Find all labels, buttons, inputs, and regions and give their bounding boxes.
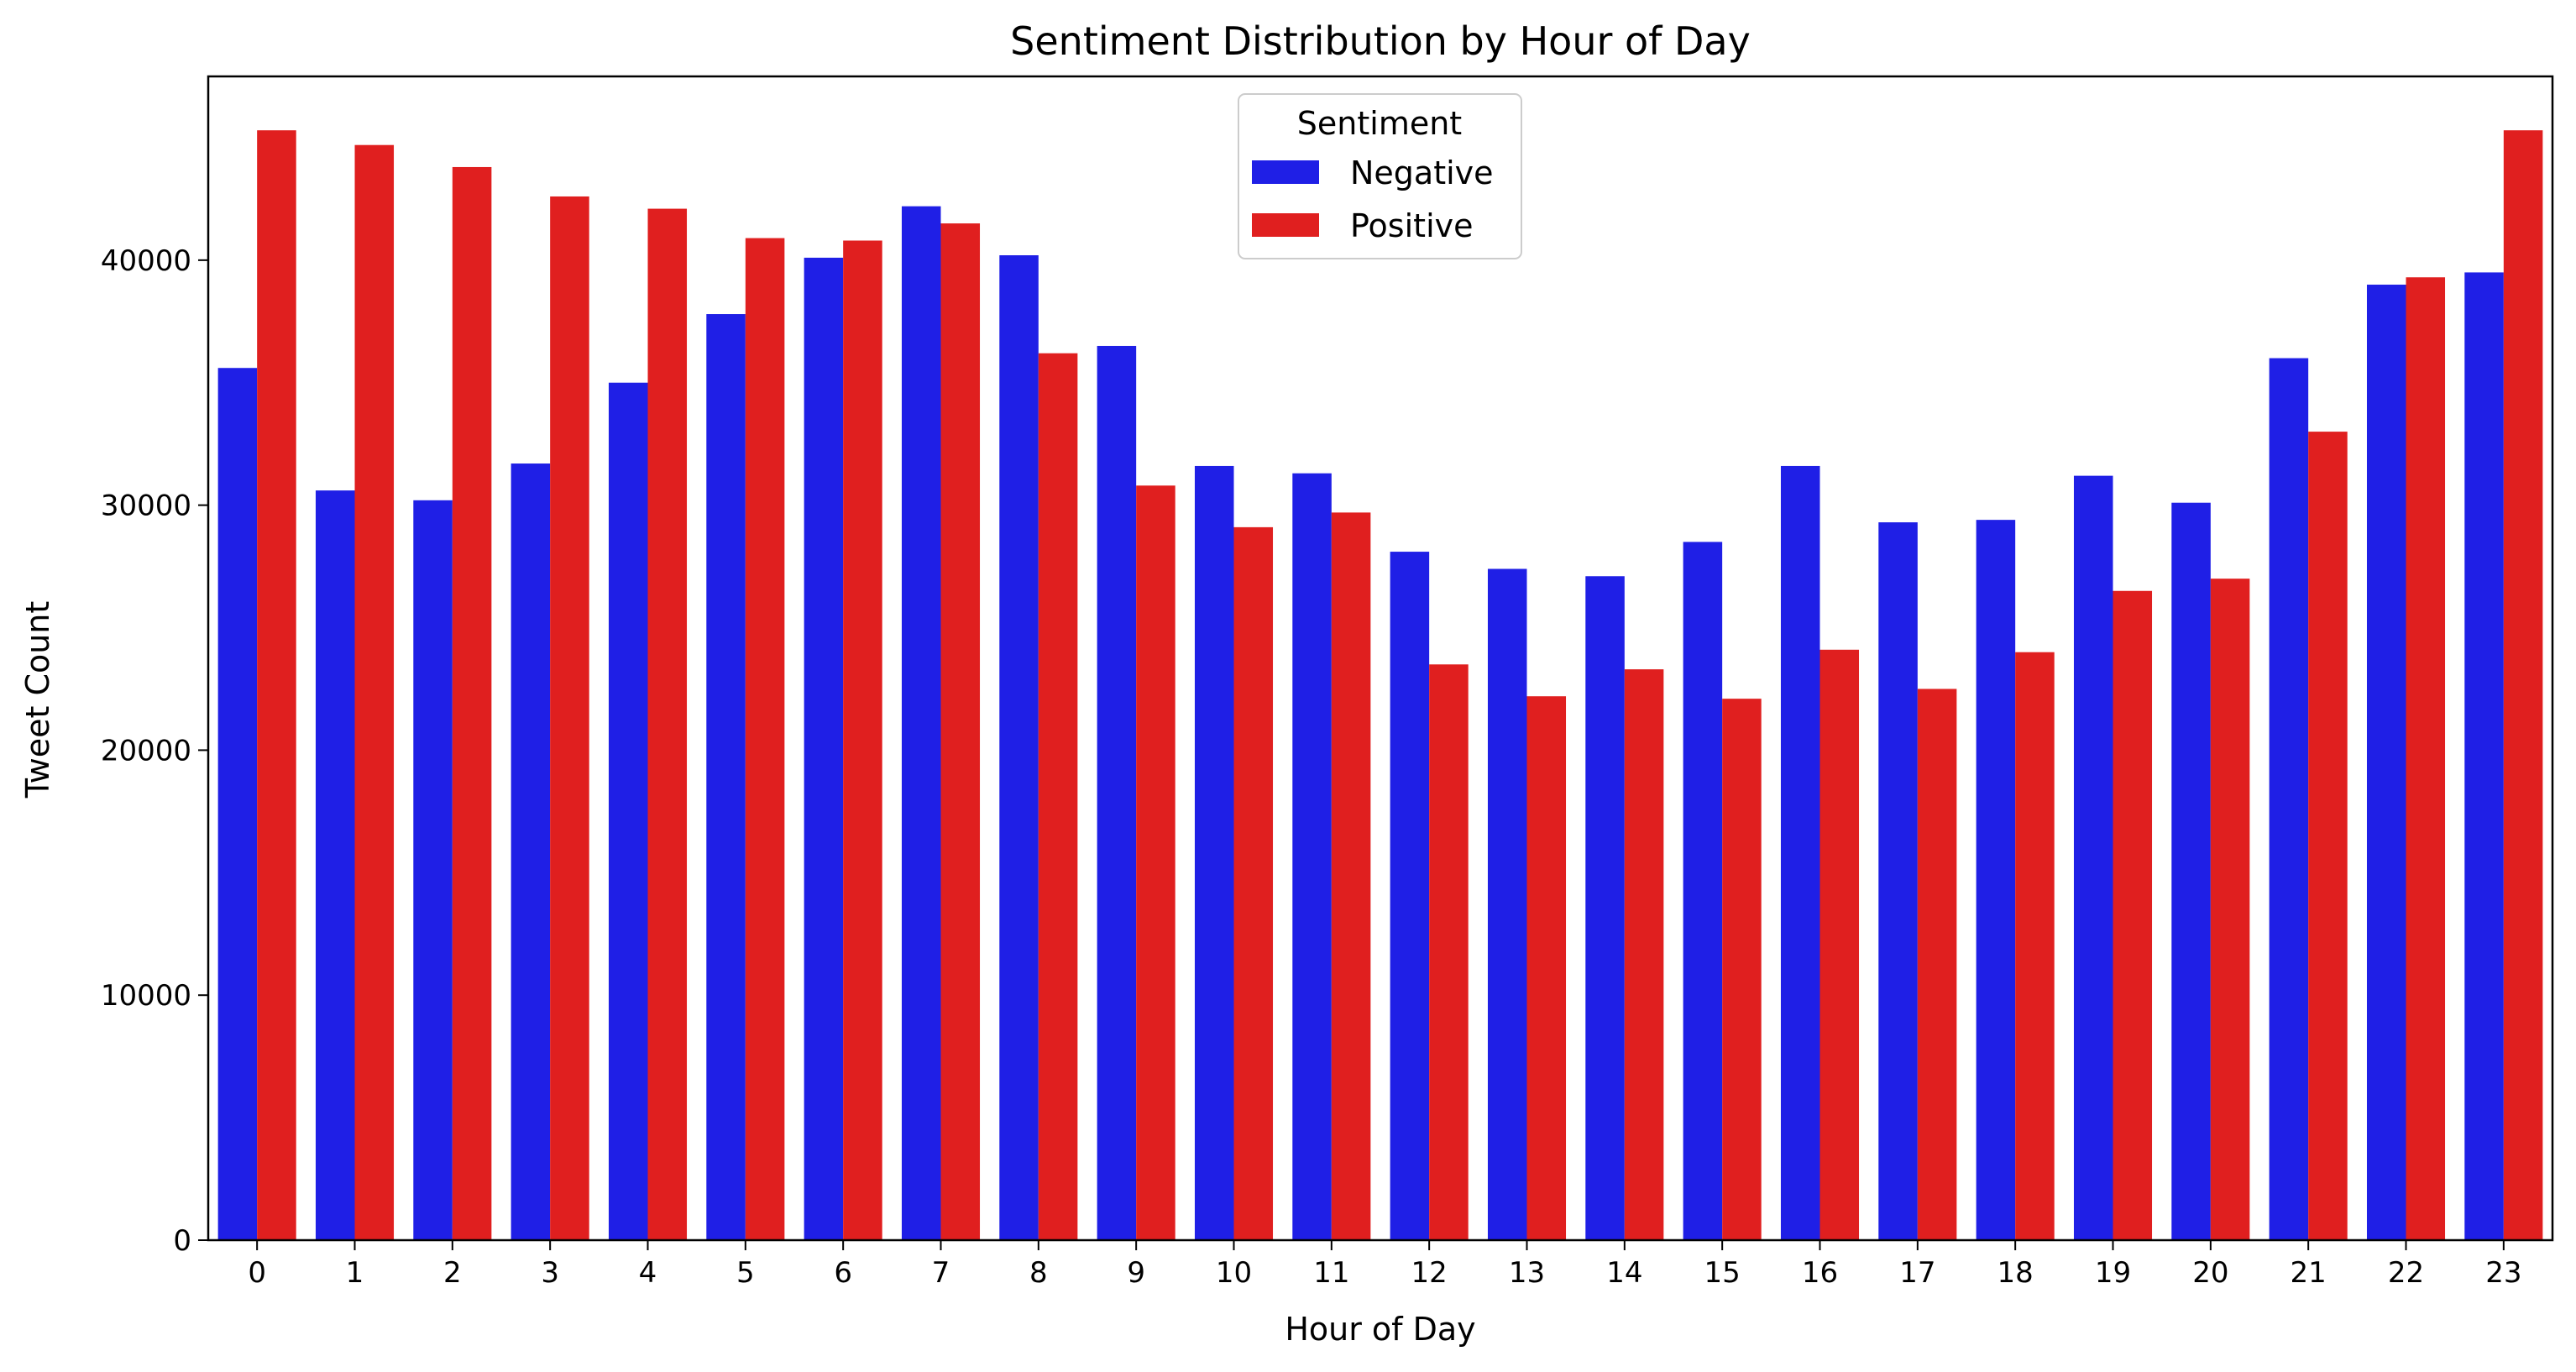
- bar-positive-hour-10: [1233, 526, 1274, 1240]
- bar-negative-hour-13: [1487, 568, 1527, 1240]
- plot-frame: [207, 75, 2554, 1242]
- legend: Sentiment Negative Positive: [1238, 93, 1522, 259]
- legend-label-negative: Negative: [1350, 154, 1494, 191]
- bar-negative-hour-10: [1194, 465, 1234, 1240]
- x-tick-label-1: 1: [346, 1256, 364, 1290]
- bar-negative-hour-15: [1683, 542, 1723, 1240]
- legend-label-positive: Positive: [1350, 207, 1474, 244]
- x-tick-label-3: 3: [541, 1256, 559, 1290]
- x-ticks-group: 0 1 2 3 4 5 6 7 8 9 10 11 12 13 14 15 16 17 18 19 20 21 22 23: [248, 1240, 2521, 1290]
- legend-title: Sentiment: [1297, 105, 1462, 142]
- x-tick-label-15: 15: [1704, 1256, 1741, 1290]
- bar-positive-hour-0: [257, 130, 296, 1241]
- bar-positive-hour-13: [1526, 696, 1567, 1240]
- y-ticks-group: 0 10000 20000 30000 40000: [101, 244, 208, 1258]
- y-tick-label-10000: 10000: [101, 979, 191, 1013]
- bar-positive-hour-19: [2113, 590, 2153, 1240]
- y-axis-label: Tweet Count: [19, 601, 56, 799]
- bar-positive-hour-9: [1136, 485, 1175, 1240]
- x-tick-label-22: 22: [2388, 1256, 2424, 1290]
- x-tick-label-5: 5: [736, 1256, 755, 1290]
- bar-positive-hour-17: [1917, 689, 1957, 1240]
- y-tick-label-20000: 20000: [101, 734, 191, 767]
- x-tick-label-6: 6: [834, 1256, 852, 1290]
- x-tick-label-9: 9: [1127, 1256, 1145, 1290]
- x-tick-label-16: 16: [1802, 1256, 1838, 1290]
- bar-positive-hour-1: [354, 144, 395, 1241]
- x-tick-label-12: 12: [1411, 1256, 1448, 1290]
- bar-positive-hour-14: [1624, 669, 1664, 1240]
- bar-negative-hour-3: [510, 463, 551, 1240]
- bar-positive-hour-8: [1038, 353, 1078, 1241]
- x-tick-label-21: 21: [2291, 1256, 2327, 1290]
- x-tick-label-13: 13: [1509, 1256, 1545, 1290]
- bar-negative-hour-7: [901, 206, 941, 1240]
- x-tick-label-10: 10: [1216, 1256, 1252, 1290]
- y-tick-label-40000: 40000: [101, 244, 191, 278]
- bar-negative-hour-14: [1585, 576, 1625, 1240]
- bar-negative-hour-8: [999, 255, 1039, 1240]
- bar-negative-hour-0: [217, 368, 258, 1241]
- bar-negative-hour-19: [2073, 475, 2113, 1240]
- bar-positive-hour-16: [1819, 649, 1860, 1240]
- bar-negative-hour-5: [706, 314, 746, 1240]
- bar-positive-hour-22: [2406, 277, 2446, 1240]
- bars-group: [217, 130, 2543, 1241]
- legend-swatch-positive: [1252, 213, 1319, 237]
- bar-negative-hour-4: [608, 382, 648, 1240]
- bar-negative-hour-17: [1878, 522, 1918, 1240]
- x-tick-label-14: 14: [1606, 1256, 1642, 1290]
- bar-positive-hour-2: [452, 166, 492, 1241]
- bar-positive-hour-21: [2308, 432, 2348, 1240]
- bar-negative-hour-23: [2464, 272, 2504, 1241]
- bar-positive-hour-15: [1722, 699, 1762, 1240]
- y-tick-label-0: 0: [173, 1224, 191, 1258]
- x-tick-label-18: 18: [1997, 1256, 2034, 1290]
- bar-negative-hour-22: [2366, 285, 2406, 1240]
- chart-title: Sentiment Distribution by Hour of Day: [1010, 18, 1751, 64]
- bar-negative-hour-20: [2171, 502, 2211, 1240]
- x-axis-label: Hour of Day: [1285, 1311, 1475, 1348]
- x-tick-label-4: 4: [639, 1256, 657, 1290]
- bar-positive-hour-6: [843, 240, 882, 1240]
- bar-positive-hour-3: [550, 196, 589, 1241]
- bar-negative-hour-9: [1097, 345, 1137, 1241]
- y-tick-label-30000: 30000: [101, 490, 191, 523]
- bar-negative-hour-18: [1976, 520, 2016, 1240]
- bar-negative-hour-2: [413, 500, 453, 1240]
- bar-positive-hour-7: [940, 223, 981, 1240]
- bar-positive-hour-18: [2015, 652, 2055, 1240]
- x-tick-label-20: 20: [2192, 1256, 2228, 1290]
- x-tick-label-17: 17: [1899, 1256, 1935, 1290]
- bar-negative-hour-21: [2269, 358, 2309, 1240]
- bar-positive-hour-20: [2210, 579, 2250, 1240]
- bar-negative-hour-16: [1780, 465, 1820, 1240]
- bar-negative-hour-1: [315, 490, 355, 1240]
- legend-swatch-negative: [1252, 160, 1319, 184]
- bar-positive-hour-4: [647, 208, 688, 1240]
- x-tick-label-7: 7: [932, 1256, 950, 1290]
- x-tick-label-19: 19: [2095, 1256, 2131, 1290]
- bar-positive-hour-11: [1331, 512, 1371, 1240]
- bar-positive-hour-5: [745, 238, 785, 1241]
- bar-positive-hour-23: [2503, 130, 2543, 1241]
- x-tick-label-23: 23: [2485, 1256, 2521, 1290]
- bar-negative-hour-6: [804, 257, 844, 1240]
- bar-negative-hour-12: [1390, 552, 1430, 1240]
- x-tick-label-11: 11: [1313, 1256, 1349, 1290]
- bar-negative-hour-11: [1292, 473, 1332, 1240]
- x-tick-label-8: 8: [1029, 1256, 1048, 1290]
- bar-positive-hour-12: [1429, 664, 1469, 1240]
- x-tick-label-2: 2: [443, 1256, 462, 1290]
- x-tick-label-0: 0: [248, 1256, 266, 1290]
